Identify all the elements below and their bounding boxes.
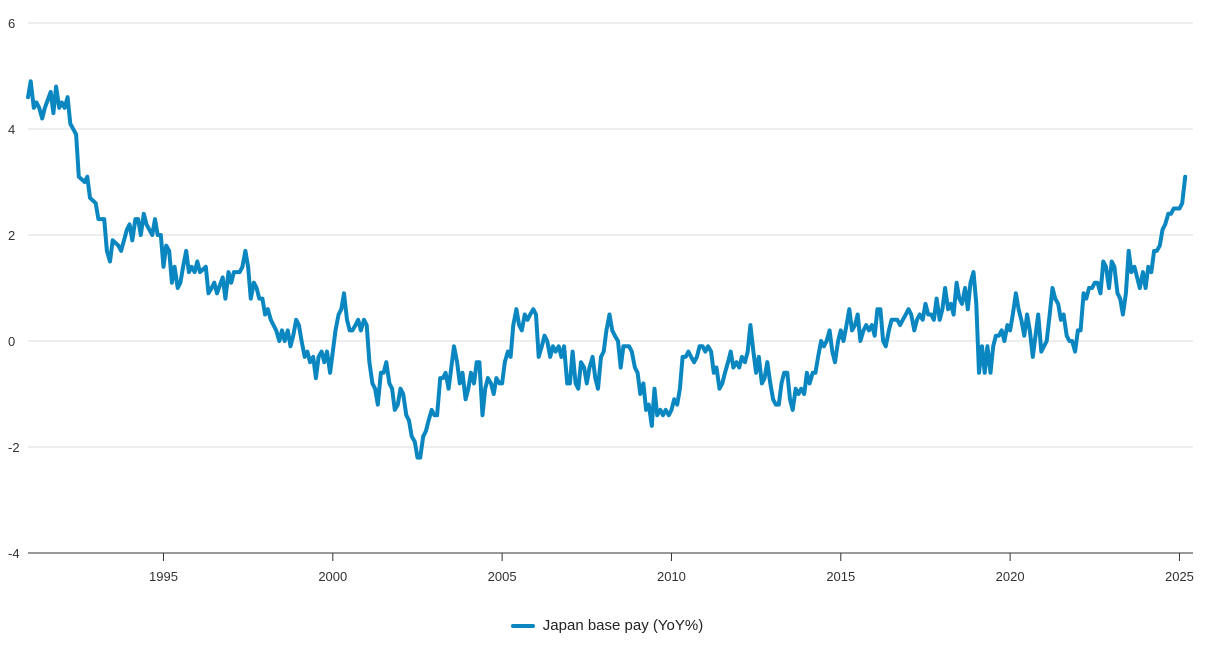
x-tick-label: 2025	[1165, 569, 1194, 584]
y-tick-label: -4	[8, 546, 20, 561]
x-tick-label: 2000	[318, 569, 347, 584]
y-tick-label: 4	[8, 122, 15, 137]
y-tick-label: -2	[8, 440, 20, 455]
series-line-japan-base-pay	[26, 79, 1188, 460]
legend-swatch	[510, 623, 535, 628]
x-tick-label: 2020	[996, 569, 1025, 584]
y-tick-label: 0	[8, 334, 15, 349]
legend-label: Japan base pay (YoY%)	[542, 617, 704, 634]
y-gridlines	[28, 22, 1193, 448]
x-axis-ticks: 1995 2000 2005 2010 2015 2020 2025	[149, 553, 1194, 584]
x-tick-label: 2010	[657, 569, 686, 584]
y-tick-label: 2	[8, 228, 15, 243]
x-tick-label: 2015	[826, 569, 855, 584]
y-tick-label: 6	[8, 16, 15, 31]
y-axis-tick-labels: -4 -2 0 2 4 6	[8, 16, 20, 561]
x-tick-label: 1995	[149, 569, 178, 584]
legend: Japan base pay (YoY%)	[0, 617, 1214, 634]
x-tick-label: 2005	[488, 569, 517, 584]
